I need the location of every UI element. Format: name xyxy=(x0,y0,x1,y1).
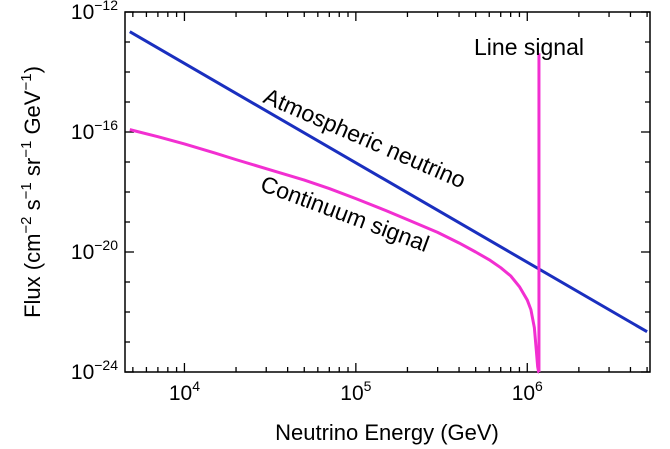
continuum-signal-line xyxy=(129,128,541,374)
y-tick-label: 10−16 xyxy=(71,117,118,144)
y-tick-label: 10−20 xyxy=(71,237,118,264)
x-tick-label: 105 xyxy=(340,378,371,405)
x-tick-label: 106 xyxy=(512,378,543,405)
continuum-signal-label: Continuum signal xyxy=(257,170,433,257)
series-layer xyxy=(129,30,648,374)
axis-tick-labels: 104 105 106 10−24 10−20 10−16 10−12 xyxy=(71,0,543,405)
x-axis-title: Neutrino Energy (GeV) xyxy=(275,420,499,445)
line-signal-label: Line signal xyxy=(474,34,584,60)
axis-ticks xyxy=(125,11,650,373)
y-tick-label: 10−12 xyxy=(71,0,118,24)
y-axis-title: Flux (cm−2 s−1 sr−1 GeV−1) xyxy=(18,66,45,318)
plot-frame xyxy=(124,11,651,373)
atmospheric-neutrino-line xyxy=(129,30,648,334)
x-tick-label: 104 xyxy=(169,378,200,405)
y-tick-label: 10−24 xyxy=(71,357,118,384)
